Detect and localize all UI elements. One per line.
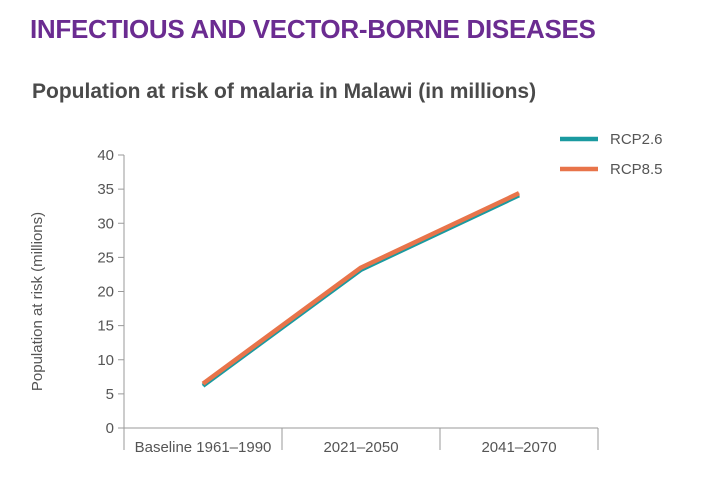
legend-label: RCP8.5 [610, 161, 663, 178]
chart-title: Population at risk of malaria in Malawi … [32, 80, 537, 103]
y-tick-label: 30 [97, 215, 114, 232]
x-tick-label: 2021–2050 [323, 439, 398, 456]
y-axis-label: Population at risk (millions) [29, 212, 46, 391]
y-axis: 0 5 10 15 20 25 30 35 40 [97, 147, 125, 437]
section-title: INFECTIOUS AND VECTOR-BORNE DISEASES [30, 14, 596, 44]
series-line-rcp26 [201, 193, 520, 388]
y-tick-label: 5 [106, 386, 114, 403]
y-tick-label: 10 [97, 352, 114, 369]
series-group [201, 191, 520, 388]
y-tick-label: 20 [97, 284, 114, 301]
data-point [202, 383, 204, 385]
data-point [202, 385, 204, 387]
y-tick-label: 40 [97, 147, 114, 164]
series-line-rcp85 [201, 191, 520, 386]
legend: RCP2.6 RCP8.5 [560, 131, 663, 178]
y-tick-label: 0 [106, 420, 114, 437]
x-tick-label: Baseline 1961–1990 [135, 439, 272, 456]
x-axis: Baseline 1961–1990 2021–2050 2041–2070 [123, 427, 599, 456]
data-point [518, 192, 520, 194]
x-tick-label: 2041–2070 [481, 439, 556, 456]
y-tick-label: 35 [97, 181, 114, 198]
y-tick-label: 25 [97, 249, 114, 266]
legend-label: RCP2.6 [610, 131, 663, 148]
data-point [360, 267, 362, 269]
y-tick-label: 15 [97, 318, 114, 335]
